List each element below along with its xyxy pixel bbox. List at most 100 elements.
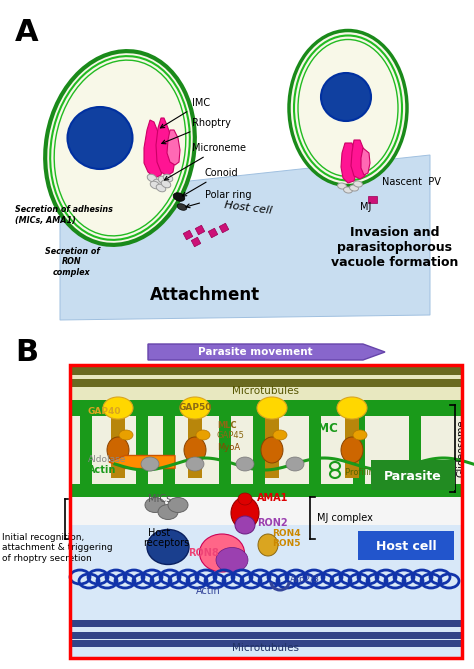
Ellipse shape <box>145 498 165 512</box>
Text: MLC: MLC <box>217 421 237 430</box>
Text: Parasite movement: Parasite movement <box>198 347 312 357</box>
Text: receptors: receptors <box>143 538 189 548</box>
Ellipse shape <box>321 73 371 121</box>
Ellipse shape <box>238 493 252 505</box>
Bar <box>70 640 462 647</box>
Ellipse shape <box>67 107 133 169</box>
Ellipse shape <box>180 397 210 419</box>
Ellipse shape <box>147 529 189 565</box>
Text: RON4: RON4 <box>272 529 301 537</box>
Ellipse shape <box>186 457 204 471</box>
Text: Host cell: Host cell <box>224 200 273 216</box>
Text: MJ: MJ <box>360 202 371 212</box>
Text: Host: Host <box>148 528 170 538</box>
Bar <box>353 400 421 416</box>
Text: RON8: RON8 <box>188 548 219 558</box>
Bar <box>345 418 359 478</box>
Bar <box>219 416 231 484</box>
Text: Conoid: Conoid <box>182 168 238 196</box>
Ellipse shape <box>161 180 171 188</box>
Bar <box>70 400 462 416</box>
Text: Microneme: Microneme <box>164 143 246 180</box>
Ellipse shape <box>141 457 159 471</box>
Ellipse shape <box>354 181 363 187</box>
FancyArrow shape <box>109 456 175 468</box>
Ellipse shape <box>147 174 157 182</box>
Ellipse shape <box>150 181 160 189</box>
Polygon shape <box>351 140 366 179</box>
Text: MJ complex: MJ complex <box>317 513 373 523</box>
Bar <box>70 365 462 658</box>
Ellipse shape <box>235 516 255 534</box>
Ellipse shape <box>236 457 254 471</box>
Text: Invasion and
parasitophorous
vacuole formation: Invasion and parasitophorous vacuole for… <box>331 227 459 270</box>
Bar <box>163 416 175 484</box>
Polygon shape <box>144 120 164 178</box>
Text: GAP50: GAP50 <box>178 403 212 413</box>
Text: Glideosome: Glideosome <box>457 419 467 477</box>
Text: Nascent  PV: Nascent PV <box>382 177 441 187</box>
Ellipse shape <box>200 534 245 572</box>
Bar <box>163 400 231 416</box>
Ellipse shape <box>258 534 278 556</box>
Ellipse shape <box>45 51 195 245</box>
Bar <box>353 416 365 484</box>
FancyBboxPatch shape <box>358 531 454 560</box>
Ellipse shape <box>184 437 206 463</box>
Ellipse shape <box>153 179 163 187</box>
Bar <box>265 418 279 478</box>
Text: Microtubules: Microtubules <box>233 386 300 396</box>
FancyBboxPatch shape <box>371 460 455 490</box>
Ellipse shape <box>163 174 173 182</box>
Bar <box>409 416 421 484</box>
Ellipse shape <box>344 187 353 193</box>
Ellipse shape <box>273 430 287 440</box>
Ellipse shape <box>156 184 166 192</box>
Text: Secretion of adhesins
(MICs, AMA1): Secretion of adhesins (MICs, AMA1) <box>15 205 113 225</box>
Ellipse shape <box>341 437 363 463</box>
Text: RON2: RON2 <box>257 518 288 528</box>
Ellipse shape <box>261 437 283 463</box>
Bar <box>136 416 148 484</box>
Polygon shape <box>341 143 357 183</box>
Ellipse shape <box>158 504 178 520</box>
Bar <box>80 400 148 416</box>
Text: Polar ring: Polar ring <box>186 190 252 208</box>
Bar <box>70 497 462 527</box>
Polygon shape <box>156 118 175 176</box>
Text: Arp2/3: Arp2/3 <box>290 575 320 585</box>
Text: Secretion of
RON
complex: Secretion of RON complex <box>45 247 100 277</box>
Bar <box>111 418 125 478</box>
Bar <box>253 400 321 416</box>
Text: Host cell: Host cell <box>376 541 436 553</box>
Bar <box>70 632 462 639</box>
Bar <box>188 418 202 478</box>
Bar <box>70 484 462 497</box>
Ellipse shape <box>231 497 259 529</box>
Polygon shape <box>60 155 430 320</box>
Text: B: B <box>15 338 38 367</box>
Ellipse shape <box>119 430 133 440</box>
Ellipse shape <box>353 430 367 440</box>
Bar <box>70 379 462 387</box>
Bar <box>70 620 462 627</box>
Text: AMA1: AMA1 <box>257 493 288 503</box>
Ellipse shape <box>216 547 248 573</box>
Text: RON5: RON5 <box>272 539 301 547</box>
Text: IMC: IMC <box>160 98 210 128</box>
Bar <box>253 416 265 484</box>
Ellipse shape <box>257 397 287 419</box>
FancyArrow shape <box>148 344 385 360</box>
Ellipse shape <box>107 437 129 463</box>
Text: Actin: Actin <box>88 465 117 475</box>
Ellipse shape <box>349 185 358 191</box>
Text: Microtubules: Microtubules <box>233 643 300 653</box>
Ellipse shape <box>103 397 133 419</box>
Text: GAP45: GAP45 <box>217 432 245 440</box>
Ellipse shape <box>337 397 367 419</box>
Text: GAP40: GAP40 <box>88 407 121 417</box>
Bar <box>309 416 321 484</box>
Ellipse shape <box>177 203 187 210</box>
Text: A: A <box>15 18 38 47</box>
Text: Attachment: Attachment <box>150 286 260 304</box>
